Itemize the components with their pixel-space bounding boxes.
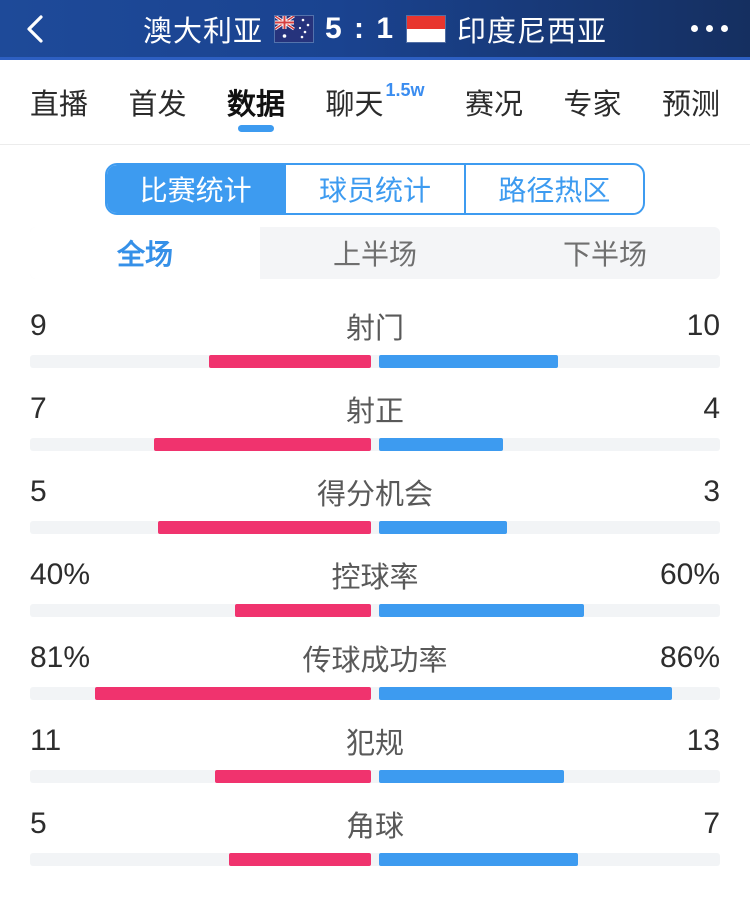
stat-row-pass-accuracy: 81% 传球成功率 86% — [30, 637, 720, 700]
stat-row-fouls: 11 犯规 13 — [30, 720, 720, 783]
indonesia-flag-icon — [407, 15, 446, 42]
stat-bar-track — [30, 770, 720, 783]
home-value: 7 — [30, 392, 47, 425]
home-value: 40% — [30, 558, 91, 591]
tab-experts[interactable]: 专家 — [563, 89, 622, 121]
stat-name: 射正 — [346, 396, 405, 428]
stat-name: 控球率 — [331, 562, 419, 594]
home-bar — [209, 355, 371, 368]
stat-name: 传球成功率 — [302, 645, 448, 677]
australia-flag-icon — [274, 15, 313, 42]
stats-list: 9 射门 10 7 射正 4 5 得分机会 — [0, 279, 750, 866]
home-value: 11 — [30, 724, 62, 757]
away-bar — [379, 604, 584, 617]
period-tabs: 全场 上半场 下半场 — [30, 227, 720, 279]
segment-match-stats[interactable]: 比赛统计 — [107, 165, 285, 213]
home-value: 81% — [30, 641, 91, 674]
home-value: 9 — [30, 309, 47, 342]
match-header: 澳大利亚 — [0, 0, 750, 60]
period-second-half[interactable]: 下半场 — [562, 239, 647, 270]
stat-row-possession: 40% 控球率 60% — [30, 554, 720, 617]
home-bar — [214, 770, 371, 783]
away-bar — [379, 438, 504, 451]
period-first-half[interactable]: 上半场 — [332, 239, 417, 270]
home-value: 5 — [30, 807, 47, 840]
stat-row-chances: 5 得分机会 3 — [30, 471, 720, 534]
away-value: 13 — [686, 724, 721, 757]
stat-bar-track — [30, 687, 720, 700]
away-team-name: 印度尼西亚 — [457, 15, 608, 48]
stat-name: 角球 — [346, 811, 405, 843]
stat-bar-track — [30, 438, 720, 451]
stat-bar-track — [30, 604, 720, 617]
stat-bar-track — [30, 355, 720, 368]
away-value: 60% — [659, 558, 721, 591]
match-score: 5 : 1 — [324, 11, 396, 45]
header-left — [22, 12, 92, 46]
away-value: 7 — [703, 807, 721, 840]
tab-chat[interactable]: 聊天 1.5w — [325, 79, 425, 122]
chevron-left-icon — [27, 14, 43, 43]
home-bar — [234, 604, 371, 617]
back-button[interactable] — [22, 12, 48, 46]
stat-name: 得分机会 — [317, 479, 434, 511]
active-tab-indicator — [237, 125, 274, 132]
stat-bar-track — [30, 521, 720, 534]
tab-data[interactable]: 数据 — [227, 60, 285, 144]
away-value: 86% — [659, 641, 721, 674]
away-value: 3 — [703, 475, 721, 508]
home-bar — [228, 853, 371, 866]
stat-name: 犯规 — [346, 728, 405, 760]
segment-player-stats[interactable]: 球员统计 — [284, 165, 463, 213]
away-bar — [379, 521, 507, 534]
home-team-name: 澳大利亚 — [142, 15, 263, 48]
tab-lineup[interactable]: 首发 — [128, 89, 187, 121]
more-options-button[interactable] — [691, 25, 728, 32]
away-value: 4 — [703, 392, 721, 425]
away-bar — [379, 853, 578, 866]
away-bar — [379, 687, 673, 700]
chat-count-badge: 1.5w — [385, 79, 425, 100]
stats-segmented-control: 比赛统计 球员统计 路径热区 — [105, 163, 645, 215]
tab-live[interactable]: 直播 — [30, 89, 89, 121]
stat-row-corners: 5 角球 7 — [30, 803, 720, 866]
match-title: 澳大利亚 — [92, 8, 658, 50]
away-bar — [379, 770, 564, 783]
tab-prediction[interactable]: 预测 — [661, 89, 720, 121]
away-bar — [379, 355, 559, 368]
away-value: 10 — [686, 309, 721, 342]
home-bar — [154, 438, 371, 451]
stat-row-shots-on-target: 7 射正 4 — [30, 388, 720, 451]
header-right — [658, 25, 728, 32]
stat-row-shots: 9 射门 10 — [30, 305, 720, 368]
stat-bar-track — [30, 853, 720, 866]
tab-matchinfo[interactable]: 赛况 — [464, 89, 523, 121]
stat-name: 射门 — [346, 313, 405, 345]
ellipsis-icon — [691, 25, 698, 32]
home-bar — [94, 687, 371, 700]
home-bar — [157, 521, 371, 534]
segment-heatmap[interactable]: 路径热区 — [463, 165, 643, 213]
period-full-match[interactable]: 全场 — [30, 227, 260, 279]
nav-tabbar: 直播 首发 数据 聊天 1.5w 赛况 专家 预测 — [0, 60, 750, 145]
home-value: 5 — [30, 475, 47, 508]
